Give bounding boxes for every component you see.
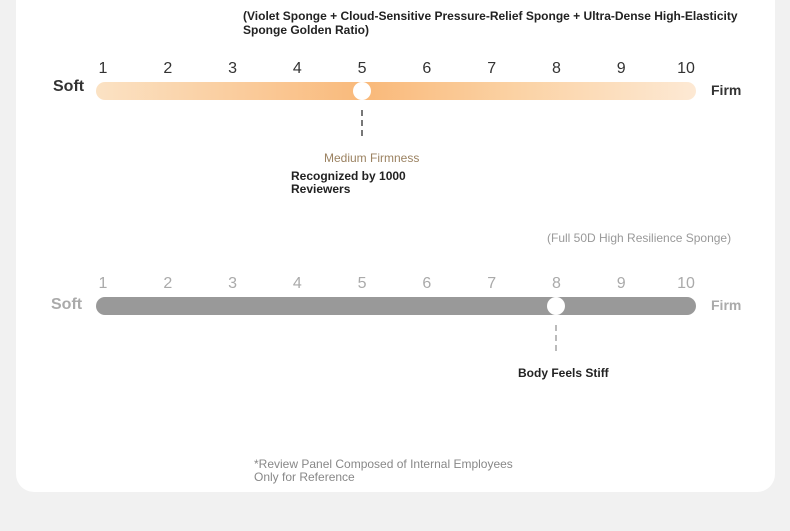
scale-number-2: 2 [163,60,173,77]
scale1-firm-label: Firm [711,82,742,98]
scale-number-8: 8 [551,275,561,292]
scale-number-6: 6 [422,275,432,292]
scale1-marker-note: Recognized by 1000 Reviewers [291,169,406,196]
scale-number-1: 1 [98,275,108,292]
composition-note: (Violet Sponge + Cloud-Sensitive Pressur… [243,9,738,37]
scale1-numbers: 1 2 3 4 5 6 7 8 9 10 [96,60,696,78]
scale-number-7: 7 [487,275,497,292]
scale1-marker-label: Medium Firmness [324,151,420,165]
scale2-firm-label: Firm [711,297,742,313]
scale-number-6: 6 [422,60,432,77]
scale1-marker-line [361,110,364,136]
scale-number-9: 9 [616,275,626,292]
scale2-firmness-bar [96,297,696,315]
scale-number-1: 1 [98,60,108,77]
review-footnote: *Review Panel Composed of Internal Emplo… [254,457,513,484]
scale-number-5: 5 [357,60,367,77]
scale-number-7: 7 [487,60,497,77]
scale-number-4: 4 [292,275,302,292]
scale-number-10: 10 [677,60,695,77]
scale-number-4: 4 [292,60,302,77]
scale2-soft-label: Soft [51,296,83,313]
scale2-note: (Full 50D High Resilience Sponge) [547,231,732,245]
scale-number-2: 2 [163,275,173,292]
scale2-marker-knob [547,297,566,315]
scale1-firmness-bar [96,82,696,100]
scale-number-8: 8 [551,60,561,77]
scale-number-5: 5 [357,275,367,292]
scale-number-3: 3 [228,60,237,77]
scale-number-9: 9 [616,60,626,77]
scale1-soft-label: Soft [53,78,85,95]
scale2-numbers: 1 2 3 4 5 6 7 8 9 10 [96,275,696,293]
scale2-marker-note: Body Feels Stiff [518,366,609,380]
scale-number-10: 10 [677,275,695,292]
scale1-marker-knob [353,82,372,100]
scale2-marker-line [555,325,558,351]
scale-number-3: 3 [228,275,237,292]
